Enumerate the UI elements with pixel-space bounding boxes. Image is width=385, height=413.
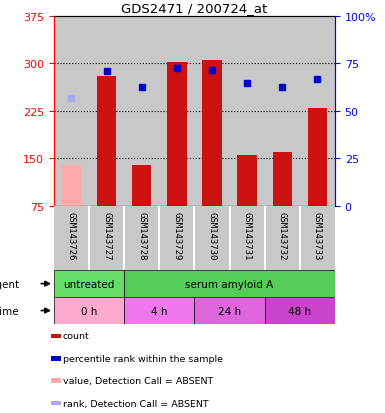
Bar xyxy=(51,401,61,406)
Bar xyxy=(264,206,300,271)
Bar xyxy=(132,165,151,206)
Bar xyxy=(167,63,186,206)
Text: count: count xyxy=(63,332,90,341)
Bar xyxy=(51,378,61,383)
Bar xyxy=(89,206,124,271)
Bar xyxy=(203,61,222,206)
Bar xyxy=(124,297,194,324)
Text: agent: agent xyxy=(0,279,19,289)
Bar xyxy=(89,17,124,207)
Text: untreated: untreated xyxy=(64,279,115,289)
Text: GSM143733: GSM143733 xyxy=(313,211,322,260)
Bar xyxy=(124,17,159,207)
Bar xyxy=(238,156,257,206)
Text: GSM143728: GSM143728 xyxy=(137,211,146,260)
Bar xyxy=(265,297,335,324)
Bar xyxy=(273,153,292,206)
Bar xyxy=(54,17,89,207)
Bar xyxy=(54,206,89,271)
Bar xyxy=(300,206,335,271)
Bar xyxy=(159,206,194,271)
Text: rank, Detection Call = ABSENT: rank, Detection Call = ABSENT xyxy=(63,399,209,408)
Text: serum amyloid A: serum amyloid A xyxy=(186,279,274,289)
Text: 4 h: 4 h xyxy=(151,306,167,316)
Text: 48 h: 48 h xyxy=(288,306,311,316)
Bar xyxy=(194,206,229,271)
Text: GSM143730: GSM143730 xyxy=(208,211,216,260)
Text: GSM143732: GSM143732 xyxy=(278,211,287,260)
Bar xyxy=(51,356,61,361)
Bar xyxy=(159,17,194,207)
Bar xyxy=(54,297,124,324)
Text: time: time xyxy=(0,306,19,316)
Bar xyxy=(264,17,300,207)
Text: GSM143727: GSM143727 xyxy=(102,211,111,260)
Bar xyxy=(97,77,116,206)
Bar xyxy=(51,334,61,339)
Bar xyxy=(54,271,124,297)
Bar xyxy=(300,17,335,207)
Text: 0 h: 0 h xyxy=(81,306,97,316)
Text: GSM143731: GSM143731 xyxy=(243,211,252,260)
Bar xyxy=(62,165,81,206)
Text: GSM143729: GSM143729 xyxy=(172,211,181,260)
Bar xyxy=(194,297,265,324)
Text: percentile rank within the sample: percentile rank within the sample xyxy=(63,354,223,363)
Text: GSM143726: GSM143726 xyxy=(67,211,76,260)
Bar xyxy=(124,206,159,271)
Title: GDS2471 / 200724_at: GDS2471 / 200724_at xyxy=(121,2,268,15)
Bar xyxy=(308,108,327,206)
Bar xyxy=(229,206,265,271)
Bar xyxy=(194,17,229,207)
Bar xyxy=(124,271,335,297)
Text: value, Detection Call = ABSENT: value, Detection Call = ABSENT xyxy=(63,376,213,385)
Bar xyxy=(229,17,265,207)
Text: 24 h: 24 h xyxy=(218,306,241,316)
